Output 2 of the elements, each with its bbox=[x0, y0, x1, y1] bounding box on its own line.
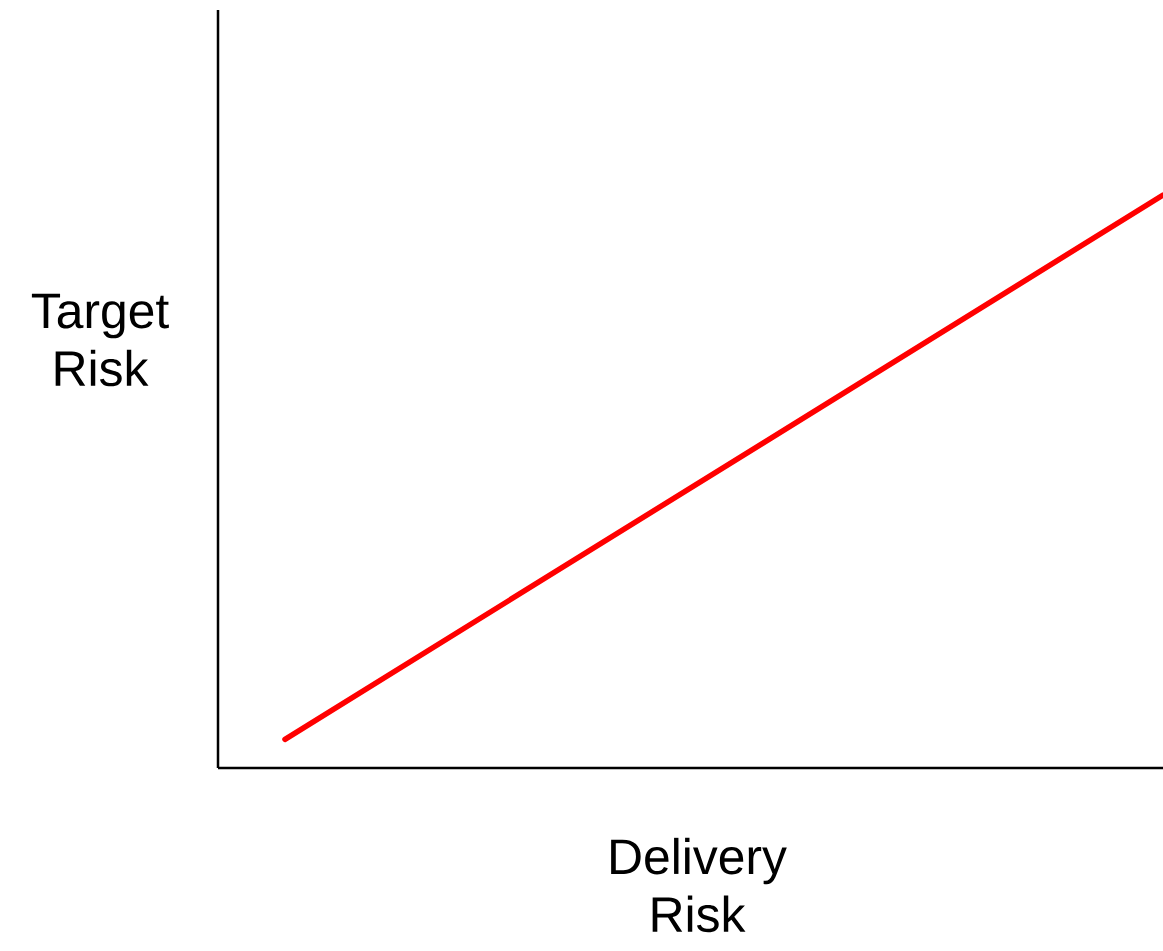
y-axis-title: Target Risk bbox=[31, 293, 169, 387]
x-axis-title: Delivery Risk bbox=[611, 837, 787, 933]
